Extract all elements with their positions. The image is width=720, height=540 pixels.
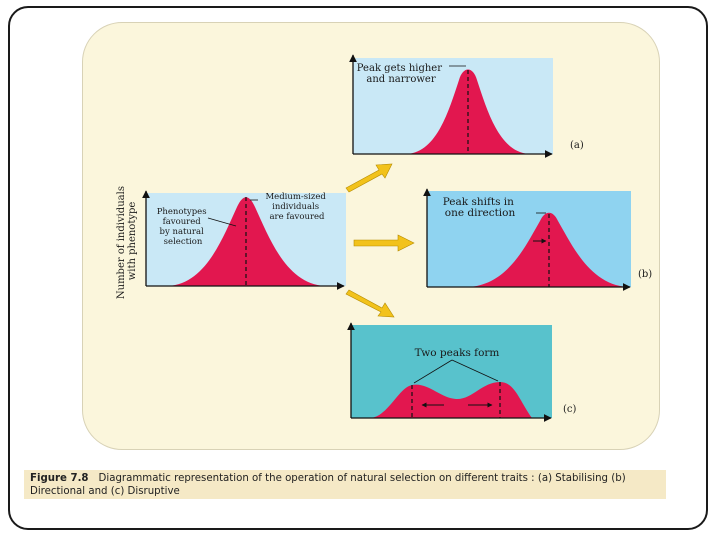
arrow-to-directional <box>353 234 415 252</box>
stabilising-bell-curve <box>407 69 529 154</box>
peak-shifts-label: Peak shifts in one direction <box>443 196 518 219</box>
caption-text: Diagrammatic representation of the opera… <box>30 473 626 497</box>
medium-sized-label: Medium-sized individuals are favoured <box>265 192 328 222</box>
arrow-to-disruptive <box>345 289 395 318</box>
panel-a-tag: (a) <box>570 140 584 151</box>
panel-c-pointer-right <box>451 359 499 382</box>
disruptive-bimodal-curve <box>370 382 532 418</box>
panel-c-pointer-left <box>413 359 453 384</box>
y-axis-label: Number of individuals with phenotype <box>116 183 138 299</box>
panel-c-tag: (c) <box>563 404 577 415</box>
arrow-to-stabilising <box>345 163 393 193</box>
peak-higher-narrower-label: Peak gets higher and narrower <box>357 63 445 85</box>
selection-arrows <box>345 163 415 318</box>
stabilising-selection-graph: Peak gets higher and narrower (a) <box>349 54 584 158</box>
directional-selection-graph: Peak shifts in one direction (b) <box>423 188 652 291</box>
two-peaks-label: Two peaks form <box>415 347 500 359</box>
figure-caption: Figure 7.8 Diagrammatic representation of… <box>24 470 666 499</box>
phenotypes-pointer-line <box>207 217 237 227</box>
original-distribution-graph: Phenotypes favoured by natural selection… <box>142 190 346 290</box>
phenotypes-favoured-label: Phenotypes favoured by natural selection <box>157 207 210 247</box>
disruptive-selection-graph: Two peaks form (c) <box>347 322 577 422</box>
figure-number: Figure 7.8 <box>30 473 89 484</box>
directional-bell-curve <box>468 212 628 287</box>
panel-b-tag: (b) <box>638 269 652 280</box>
